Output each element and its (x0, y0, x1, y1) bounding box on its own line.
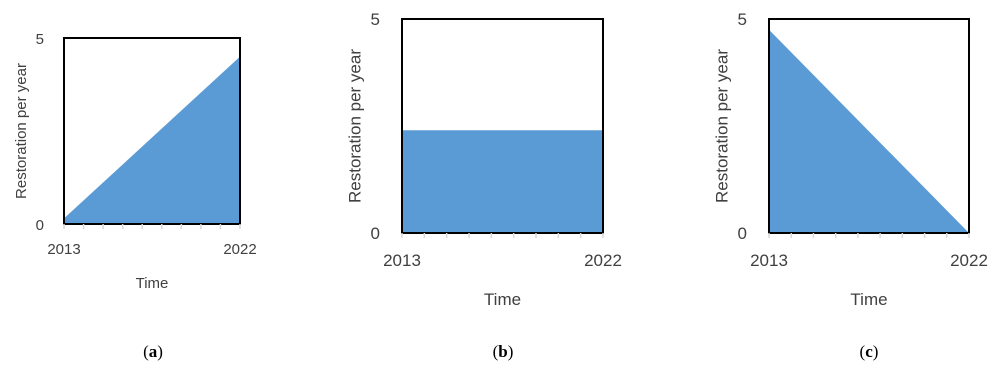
chart-panel-c: 0 5 2013 2022 Time Restoration per year … (712, 10, 987, 361)
area-series (769, 29, 969, 234)
plot-frame (768, 18, 970, 234)
x-tick-label-end: 2022 (223, 241, 256, 258)
panel-label-c: (c) (860, 342, 879, 361)
y-axis-title: Restoration per year (13, 63, 30, 199)
plot-frame (401, 18, 604, 234)
x-axis-ticks (401, 233, 604, 238)
y-tick-label-0: 0 (36, 217, 44, 234)
y-tick-label-0: 0 (738, 224, 747, 243)
panel-label-b: (b) (493, 342, 514, 361)
x-tick-label-end: 2022 (950, 251, 988, 270)
x-axis-ticks (768, 233, 970, 238)
y-tick-label-5: 5 (738, 10, 747, 29)
x-axis-ticks (63, 224, 241, 229)
x-tick-label-start: 2013 (383, 251, 421, 270)
y-tick-label-5: 5 (36, 31, 44, 48)
x-tick-label-start: 2013 (750, 251, 788, 270)
area-series (64, 56, 240, 224)
x-tick-label-end: 2022 (584, 251, 622, 270)
x-axis-title: Time (136, 275, 169, 292)
x-tick-label-start: 2013 (47, 241, 80, 258)
area-series (402, 130, 603, 233)
x-axis-title: Time (850, 290, 887, 309)
y-tick-label-0: 0 (371, 224, 380, 243)
y-tick-label-5: 5 (371, 10, 380, 29)
chart-panel-a: 0 5 2013 2022 Time Restoration per year … (13, 31, 257, 361)
panel-label-a: (a) (143, 342, 163, 361)
chart-panel-b: 0 5 2013 2022 Time Restoration per year … (345, 10, 621, 361)
y-axis-title: Restoration per year (345, 49, 364, 203)
plot-frame (63, 37, 241, 225)
x-axis-title: Time (484, 290, 521, 309)
y-axis-title: Restoration per year (712, 49, 731, 203)
